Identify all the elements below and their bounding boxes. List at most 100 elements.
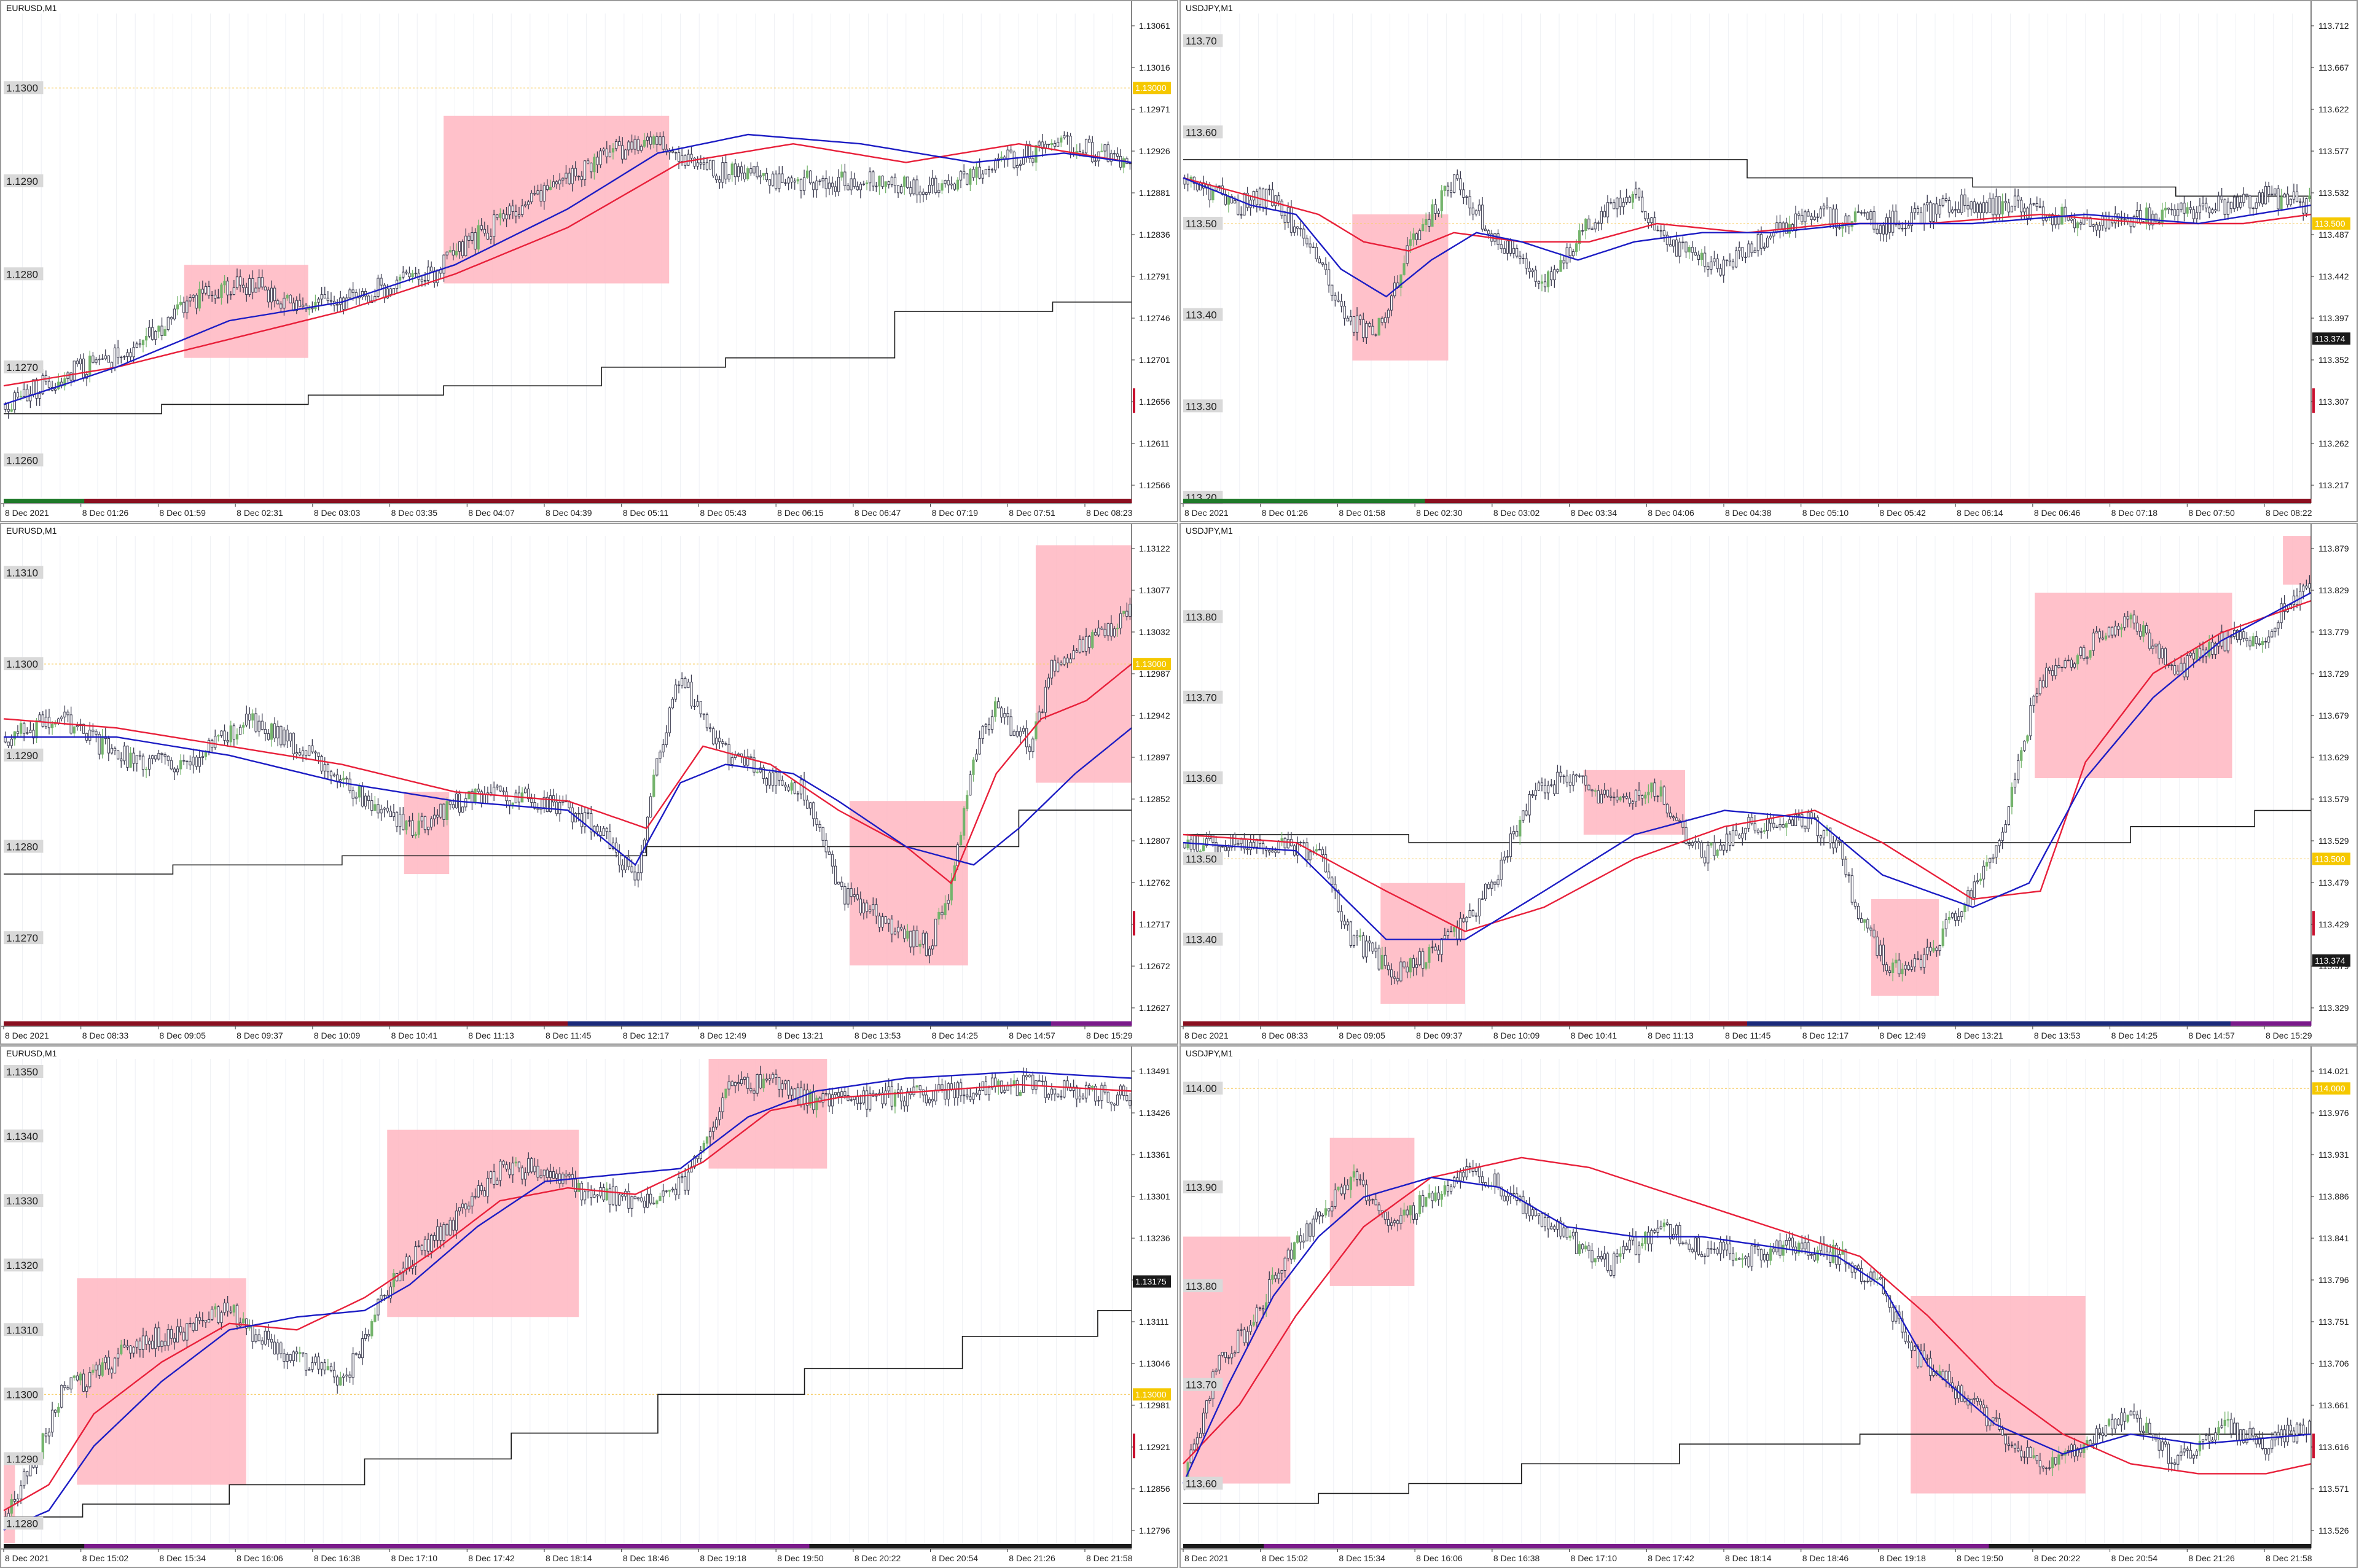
candle-body xyxy=(1000,157,1003,159)
candle-body xyxy=(483,1190,486,1197)
level-label-bg xyxy=(1183,399,1223,413)
axis-marker xyxy=(1133,388,1135,413)
candle-body xyxy=(1669,813,1672,817)
candle-body xyxy=(2076,222,2079,228)
candle-body xyxy=(1587,219,1590,230)
chart-panel[interactable]: USDJPY,M1 113.70 113.60 113.50 113.40 113.30 1… xyxy=(1180,0,2358,522)
candle-body xyxy=(477,1185,480,1198)
candle-body xyxy=(1650,217,1653,224)
candle-body xyxy=(1675,817,1678,821)
candle-body xyxy=(1028,1074,1031,1077)
candle-body xyxy=(671,698,674,709)
x-tick-label: 8 Dec 05:10 xyxy=(1802,508,1849,518)
candle-body xyxy=(1976,880,1979,883)
chart-panel[interactable]: EURUSD,M1 1.1310 1.1300 1.1290 1.1280 1.1270 1… xyxy=(0,523,1178,1045)
candle-body xyxy=(1387,310,1390,318)
candle-body xyxy=(1669,1223,1672,1239)
chart-panel[interactable]: EURUSD,M1 1.1300 1.1290 1.1280 1.1270 1.1260 1… xyxy=(0,0,1178,522)
x-tick-label: 8 Dec 05:11 xyxy=(623,508,669,518)
candle-body xyxy=(859,184,862,190)
candle-body xyxy=(1919,212,1923,224)
candle-body xyxy=(862,902,866,914)
candle-body xyxy=(1088,139,1091,143)
candle-body xyxy=(896,927,900,932)
candle-body xyxy=(1722,844,1725,851)
candle-body xyxy=(1653,1230,1656,1233)
candle-body xyxy=(329,1366,333,1371)
zone-box xyxy=(2283,536,2311,585)
candle-body xyxy=(60,1384,63,1408)
candle-body xyxy=(574,1179,577,1192)
candle-body xyxy=(1568,247,1571,256)
level-label-bg xyxy=(1183,932,1223,946)
candle-body xyxy=(1622,796,1625,798)
candle-body xyxy=(2183,663,2186,677)
y-tick-label: 1.12656 xyxy=(1139,397,1170,407)
candle-body xyxy=(671,1188,674,1191)
candle-body xyxy=(1606,789,1610,797)
candle-body xyxy=(1926,202,1929,206)
candle-body xyxy=(1568,781,1571,786)
candle-body xyxy=(1009,149,1012,152)
candle-body xyxy=(57,1406,60,1413)
candle-body xyxy=(295,1351,298,1354)
candle-body xyxy=(2295,191,2299,202)
candle-body xyxy=(1622,1246,1625,1254)
candle-body xyxy=(756,166,759,177)
candle-body xyxy=(724,743,727,745)
candle-body xyxy=(1722,1241,1725,1250)
candle-body xyxy=(257,1334,260,1341)
candle-body xyxy=(1543,785,1547,794)
candle-body xyxy=(665,1190,668,1192)
candle-body xyxy=(1237,200,1240,215)
session-segment xyxy=(326,499,407,503)
candle-body xyxy=(235,1305,239,1327)
candle-body xyxy=(1647,792,1650,795)
candle-body xyxy=(1500,1187,1503,1196)
candle-body xyxy=(436,1226,439,1241)
level-label: 113.40 xyxy=(1186,310,1217,321)
candle-body xyxy=(2192,209,2195,219)
x-tick-label: 8 Dec 11:45 xyxy=(1725,1031,1771,1040)
candle-body xyxy=(179,760,182,770)
candle-body xyxy=(1700,842,1704,858)
candle-body xyxy=(342,778,345,780)
candle-body xyxy=(2264,185,2267,205)
candle-body xyxy=(934,918,937,946)
candle-body xyxy=(978,738,981,755)
candle-body xyxy=(270,1339,273,1343)
candle-body xyxy=(1575,774,1578,776)
chart-panel[interactable]: EURUSD,M1 1.1350 1.1340 1.1330 1.1320 1.1310 1… xyxy=(0,1045,1178,1568)
candle-body xyxy=(931,1099,934,1102)
candle-body xyxy=(853,894,856,897)
candle-body xyxy=(1750,1245,1753,1267)
chart-panel[interactable]: USDJPY,M1 114.00 113.90 113.80 113.70 113.60 1… xyxy=(1180,1045,2358,1568)
candle-body xyxy=(320,1362,323,1370)
candle-body xyxy=(2013,779,2017,787)
level-label-bg xyxy=(4,1516,44,1530)
candle-body xyxy=(1512,248,1516,254)
candle-body xyxy=(1700,1254,1704,1257)
chart-panel[interactable]: USDJPY,M1 113.80 113.70 113.60 113.50 113.40 1… xyxy=(1180,523,2358,1045)
candle-body xyxy=(712,728,715,744)
candle-body xyxy=(1762,1254,1766,1261)
candle-body xyxy=(1647,1231,1650,1244)
candle-body xyxy=(1616,1253,1619,1257)
candle-body xyxy=(1587,784,1590,790)
candle-body xyxy=(311,307,314,310)
candle-body xyxy=(1362,1180,1365,1185)
candle-body xyxy=(865,902,869,912)
candle-body xyxy=(117,750,120,760)
candle-body xyxy=(1496,879,1500,885)
candle-body xyxy=(2079,222,2083,225)
candle-body xyxy=(1804,211,1807,222)
candle-body xyxy=(1525,810,1528,816)
candle-body xyxy=(351,790,354,799)
candle-body xyxy=(1402,263,1406,275)
candle-body xyxy=(921,932,925,945)
candle-body xyxy=(2032,696,2035,706)
candle-body xyxy=(148,327,151,337)
candle-body xyxy=(1547,1217,1550,1230)
candle-body xyxy=(1283,838,1286,849)
candle-body xyxy=(847,185,850,190)
